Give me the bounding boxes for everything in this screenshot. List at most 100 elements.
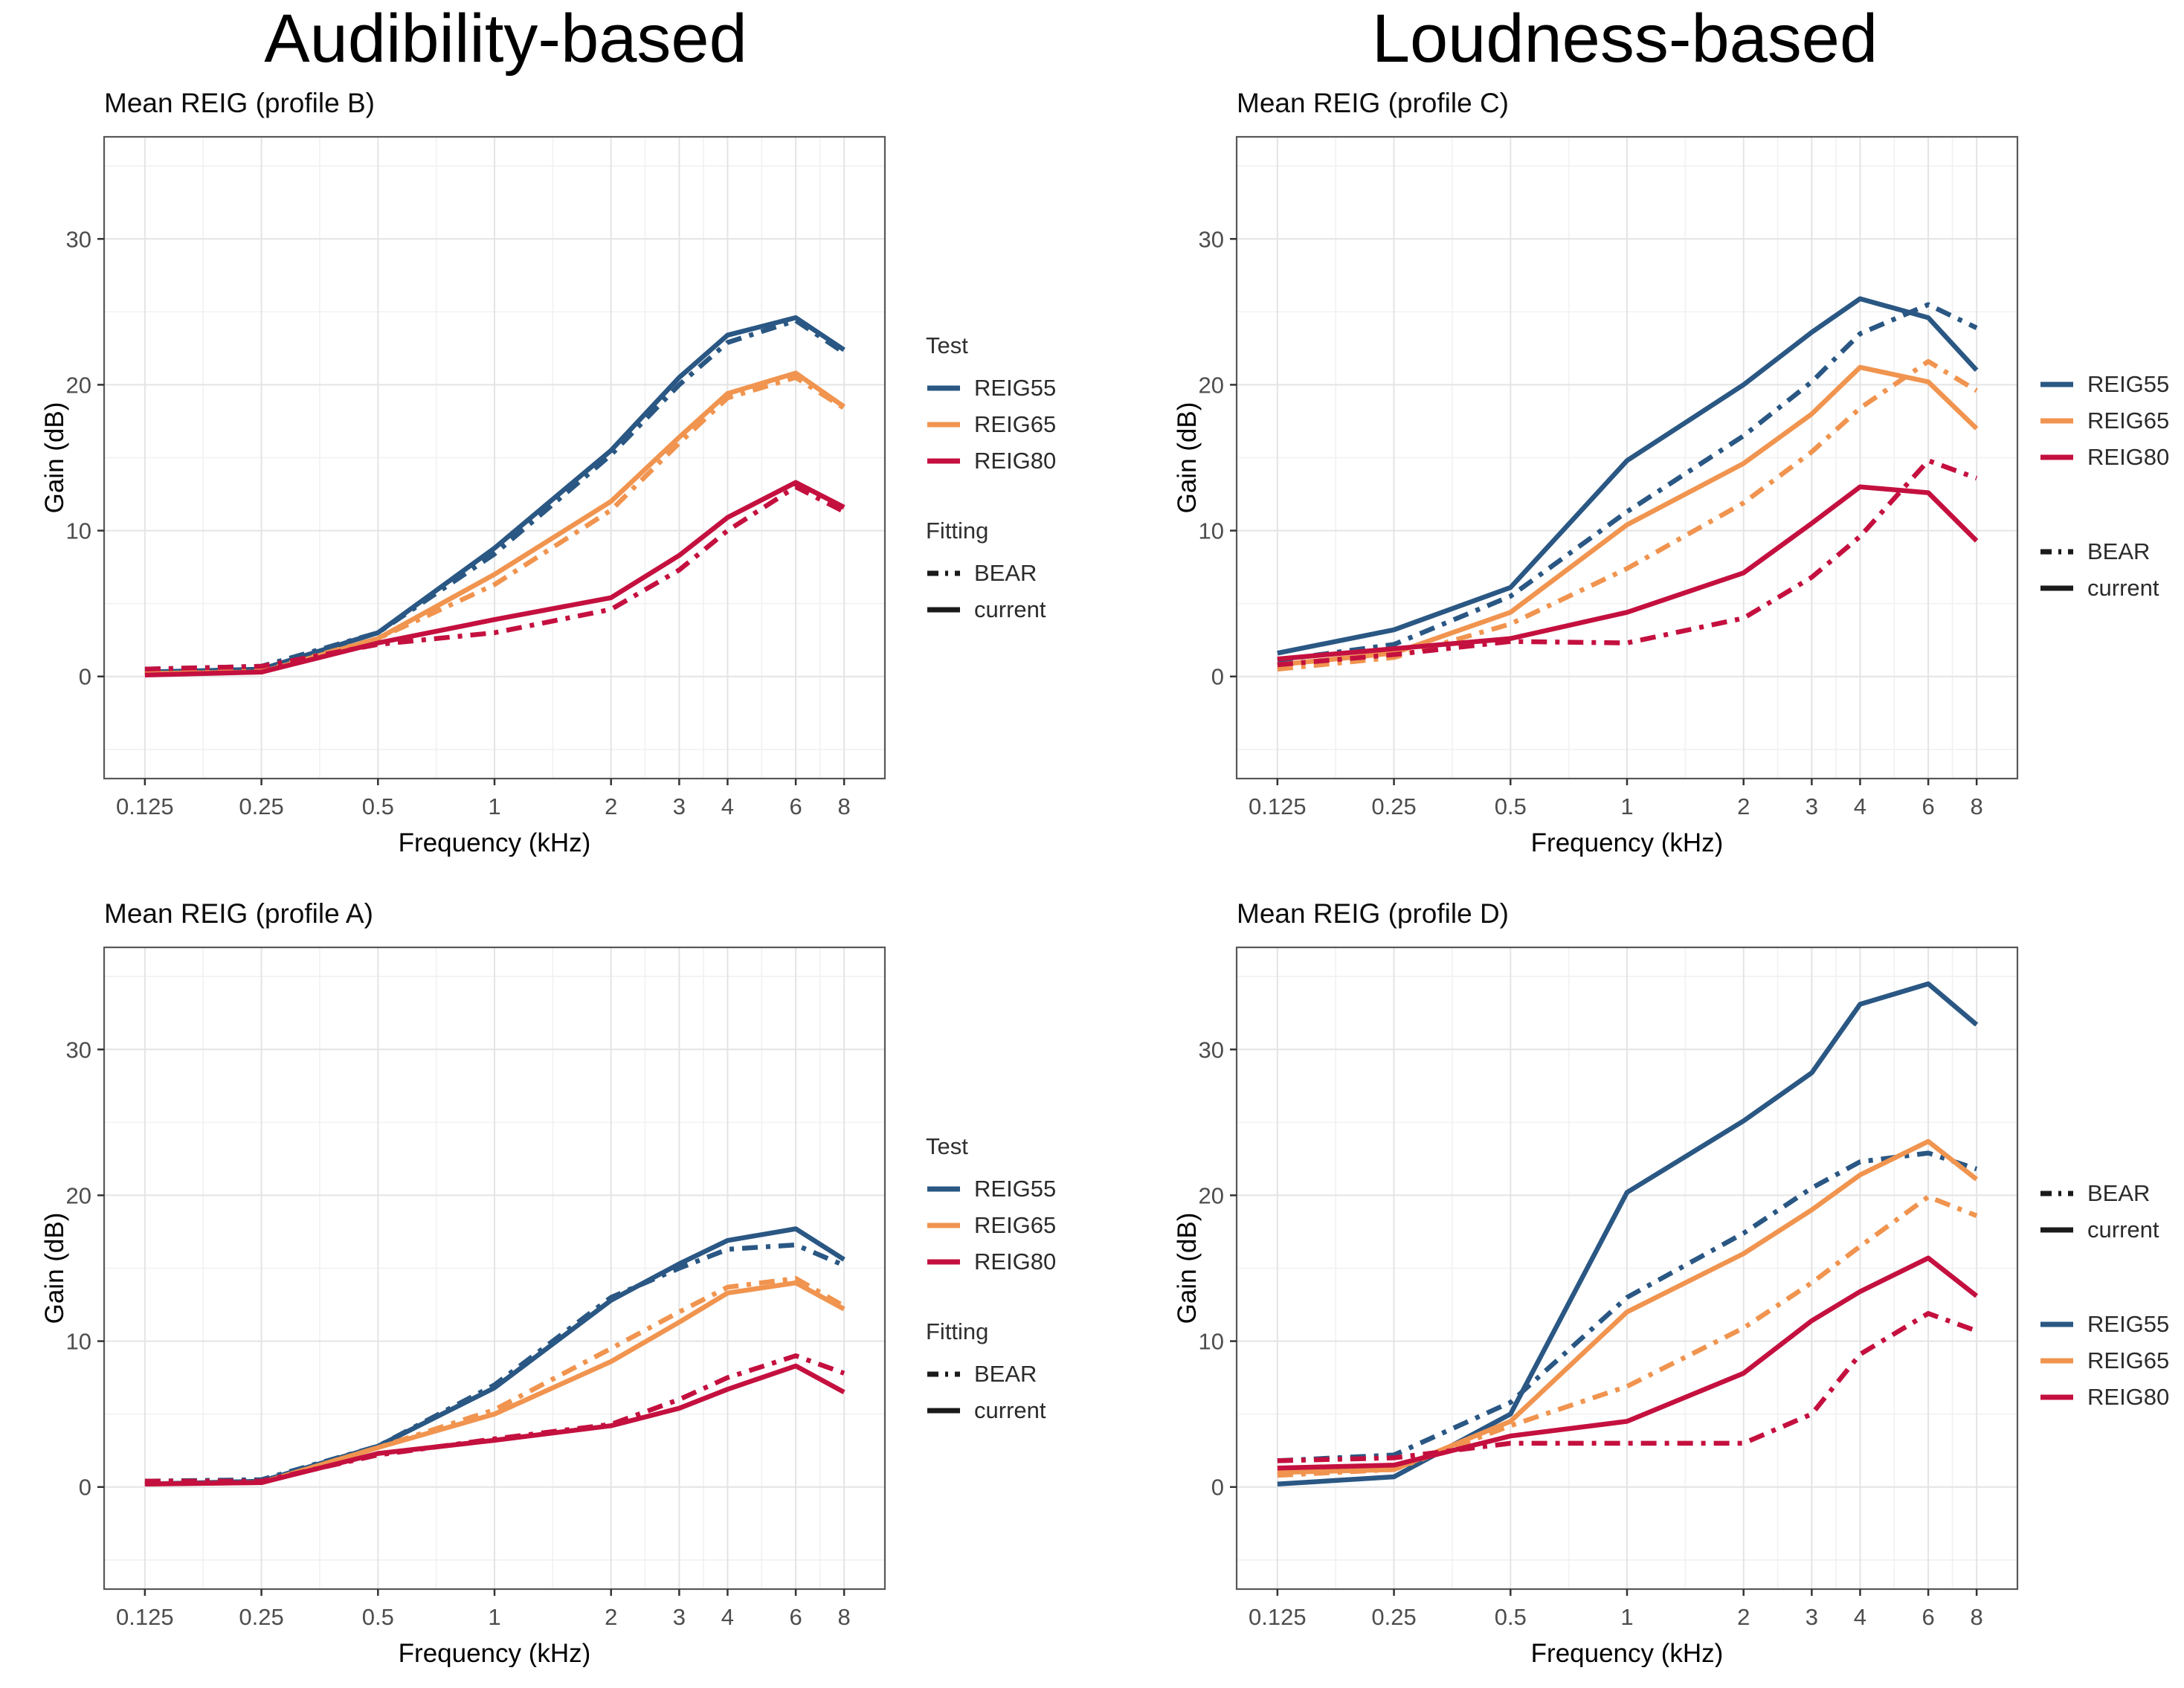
legend-key-line [2040,549,2073,554]
series-reig80-current-line [144,480,845,677]
legend-item-bear: BEAR [926,1356,1156,1392]
x-tick-label: 4 [1854,1604,1866,1630]
legend-item-reig80: REIG80 [926,442,1156,479]
chart-profile-a: Mean REIG (profile A) 0.125 0.25 0.5 1 2 3 4 6 8… [41,898,1156,1667]
legend-label: REIG55 [2087,1310,2170,1337]
legend-label: current [974,1397,1046,1423]
legend-group: BEAR current [2039,1175,2184,1248]
legend-key-line [927,1259,960,1264]
x-tick-label: 1 [1620,793,1633,819]
legend-key-line [2040,1358,2073,1363]
x-tick-label: 3 [1805,1604,1818,1630]
legend-group: Fitting BEAR current [926,1318,1156,1428]
y-tick-label: 20 [1199,372,1224,398]
legend-key-line [2040,1227,2073,1232]
x-tick-label: 2 [1737,793,1750,819]
legend-item-current: current [926,1392,1156,1428]
legend-profile-b: Test REIG55 REIG65 REIG80 Fitting BEAR current [889,128,1156,628]
legend-key-line [927,458,960,463]
x-axis-title: Frequency (kHz) [1531,1639,1724,1667]
legend-profile-d: BEAR current REIG55 REIG65 REIG80 [2021,938,2184,1415]
legend-label: REIG80 [2087,1383,2170,1410]
x-tick-label: 0.5 [1495,793,1527,819]
legend-item-reig65: REIG65 [2039,1342,2184,1379]
x-tick-label: 4 [721,793,734,819]
x-tick-label: 0.125 [1249,1604,1307,1630]
legend-label: BEAR [974,1360,1037,1387]
legend-label: current [2087,574,2159,601]
series-reig80-current-line [1277,1255,1979,1471]
y-axis-title: Gain (dB) [41,1213,69,1324]
chart-title-profile-d: Mean REIG (profile D) [1237,898,1509,929]
chart-row: 0.125 0.25 0.5 1 2 3 4 6 8 0 10 20 30 Frequency (kHz)… [1173,128,2184,857]
series-reig55-current-line [1277,296,1979,656]
y-tick-label: 0 [79,664,91,690]
chart-row: 0.125 0.25 0.5 1 2 3 4 6 8 0 10 20 30 Frequency (kHz)… [41,128,1156,857]
axes: 0.125 0.25 0.5 1 2 3 4 6 8 0 10 20 30 [66,226,851,819]
legend-item-reig65: REIG65 [926,1207,1156,1243]
x-tick-label: 0.125 [1249,793,1307,819]
legend-item-reig65: REIG65 [2039,402,2184,439]
legend-label: REIG65 [2087,407,2170,434]
x-tick-label: 8 [838,1604,851,1630]
legend-key-line [927,385,960,390]
x-tick-label: 6 [1922,793,1934,819]
legend-item-reig80: REIG80 [926,1243,1156,1280]
x-tick-label: 8 [1971,793,1983,819]
y-tick-label: 20 [66,1182,91,1208]
y-axis-title: Gain (dB) [1173,1213,1202,1324]
legend-label: REIG55 [974,374,1057,401]
chart-title-profile-c: Mean REIG (profile C) [1237,88,1509,118]
legend-item-bear: BEAR [926,555,1156,591]
x-tick-label: 6 [1922,1604,1934,1630]
series-reig65-current-line [1277,364,1979,668]
legend-key-line [927,422,960,427]
y-axis-title: Gain (dB) [1173,402,1202,514]
series-reig55-bear-line [1277,302,1978,663]
legend-group-header: Fitting [926,1318,989,1344]
legend-label: BEAR [974,559,1037,586]
axes: 0.125 0.25 0.5 1 2 3 4 6 8 0 10 20 30 [1199,226,1983,819]
y-tick-label: 30 [1199,1037,1224,1063]
series-reig80-current-line [144,1363,845,1487]
legend-label: REIG55 [2087,370,2170,397]
legend-key-line [2040,1191,2073,1196]
legend-item-reig80: REIG80 [2039,1379,2184,1415]
legend-group: Test REIG55 REIG65 REIG80 [926,1133,1156,1280]
x-tick-label: 4 [721,1604,734,1630]
y-tick-label: 30 [66,1037,91,1063]
series-lines [144,1226,845,1487]
legend-group-header: Test [926,332,968,358]
x-tick-label: 2 [605,1604,617,1630]
x-tick-label: 2 [1737,1604,1750,1630]
legend-key-line [927,1186,960,1191]
chart-row: 0.125 0.25 0.5 1 2 3 4 6 8 0 10 20 30 Frequency (kHz)… [1173,938,2184,1667]
series-reig80-current-line [1277,484,1979,662]
series-reig80-bear-line [1277,458,1978,668]
y-tick-label: 10 [66,518,91,544]
series-lines [1277,296,1979,672]
y-tick-label: 0 [79,1475,91,1501]
y-tick-label: 10 [1199,518,1224,544]
x-tick-label: 3 [673,793,686,819]
x-tick-label: 0.5 [362,1604,394,1630]
series-reig55-bear-line [1277,1150,1978,1463]
legend-item-bear: BEAR [2039,1175,2184,1211]
legend-key-line [2040,1394,2073,1399]
axes: 0.125 0.25 0.5 1 2 3 4 6 8 0 10 20 30 [66,1037,851,1630]
legend-item-reig55: REIG55 [926,1170,1156,1207]
legend-group-header: Fitting [926,518,989,544]
legend-key-line [2040,1321,2073,1327]
x-tick-label: 0.5 [1495,1604,1527,1630]
legend-item-current: current [2039,570,2184,606]
x-tick-label: 0.125 [116,793,174,819]
x-tick-label: 1 [1620,1604,1633,1630]
x-tick-label: 2 [605,793,617,819]
legend-label: REIG65 [974,1211,1057,1238]
y-tick-label: 20 [1199,1182,1224,1208]
legend-key-line [927,607,960,612]
legend-label: current [2087,1216,2159,1243]
legend-label: REIG80 [2087,443,2170,470]
column-header-loudness: Loudness-based [1371,1,1878,77]
line-chart-profile-d: 0.125 0.25 0.5 1 2 3 4 6 8 0 10 20 30 Frequency (kHz)… [1173,946,2019,1667]
